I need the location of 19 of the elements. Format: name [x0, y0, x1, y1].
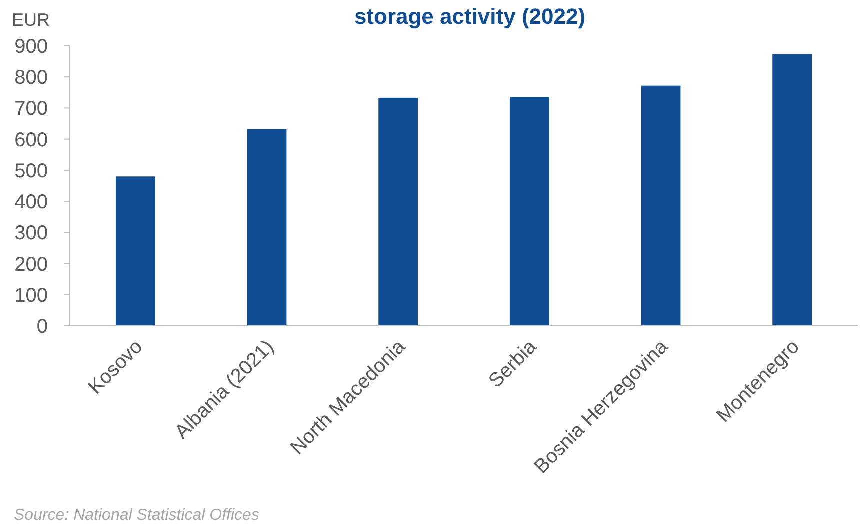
bar	[378, 98, 418, 326]
y-tick-label: 100	[14, 284, 48, 307]
y-tick-label: 700	[14, 98, 48, 120]
y-tick-label: 300	[14, 222, 48, 245]
bar	[772, 54, 812, 326]
bar	[641, 86, 681, 326]
y-tick-label: 0	[36, 316, 48, 338]
y-tick-label: 400	[14, 192, 48, 214]
source-note: Source: National Statistical Offices	[14, 507, 260, 524]
y-tick-label: 200	[14, 254, 48, 276]
chart-title: storage activity (2022)	[354, 4, 586, 29]
y-tick-label: 900	[14, 36, 48, 58]
bar	[510, 97, 550, 326]
bar	[116, 176, 156, 326]
y-axis-title: EUR	[12, 10, 50, 30]
y-tick-label: 800	[14, 67, 48, 90]
bar	[247, 129, 287, 326]
y-tick-label: 500	[14, 160, 48, 182]
y-tick-label: 600	[14, 129, 48, 152]
